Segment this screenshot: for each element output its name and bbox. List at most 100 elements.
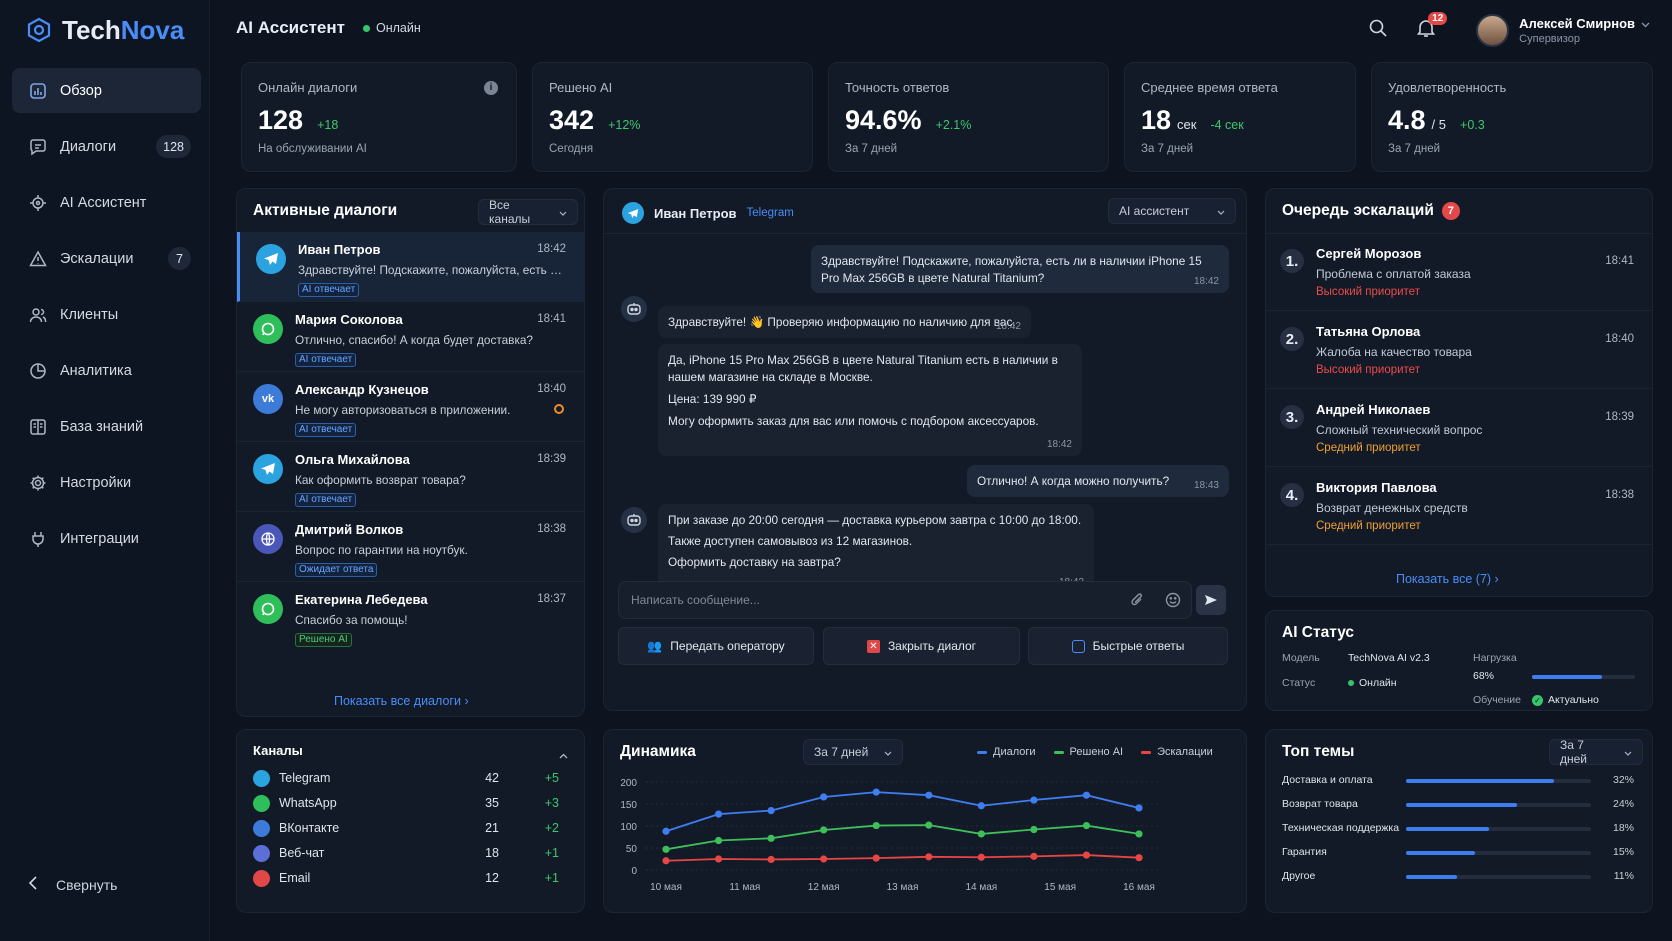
sidebar-item-clients[interactable]: Клиенты bbox=[12, 292, 201, 337]
kpi-card-response-time: Среднее время ответа 18 сек -4 сек За 7 дн… bbox=[1124, 62, 1356, 172]
topic-percent: 18% bbox=[1612, 822, 1634, 834]
channel-value: 42 bbox=[485, 771, 499, 785]
data-point bbox=[872, 854, 880, 862]
period-dropdown[interactable]: За 7 дней bbox=[1549, 738, 1643, 766]
topic-bar-fill bbox=[1406, 827, 1490, 831]
data-point bbox=[767, 834, 775, 842]
data-point bbox=[1135, 854, 1143, 862]
kpi-card-satisfaction: Удовлетворенность 4.8 / 5 +0.3 За 7 дней bbox=[1371, 62, 1653, 172]
active-dialogs-panel: Активные диалоги Все каналы Иван Петров … bbox=[236, 188, 585, 717]
dialog-item[interactable]: vk Александр Кузнецов 18:40 Не могу авто… bbox=[237, 372, 584, 442]
dialog-item[interactable]: Мария Соколова 18:41 Отлично, спасибо! А… bbox=[237, 302, 584, 372]
sidebar-item-integrations[interactable]: Интеграции bbox=[12, 516, 201, 561]
send-button[interactable] bbox=[1196, 585, 1226, 615]
notification-count-badge: 12 bbox=[1428, 12, 1448, 25]
collapse-label: Свернуть bbox=[56, 876, 118, 893]
emoji-icon[interactable] bbox=[1165, 592, 1181, 613]
dialog-item[interactable]: Иван Петров 18:42 Здравствуйте! Подскажи… bbox=[237, 232, 584, 302]
topic-name: Возврат товара bbox=[1282, 798, 1358, 810]
kpi-unit: сек bbox=[1177, 117, 1197, 132]
dialog-item[interactable]: Екатерина Лебедева 18:37 Спасибо за помо… bbox=[237, 582, 584, 652]
chat-panel: Иван Петров Telegram AI ассистент Здравс… bbox=[603, 188, 1247, 711]
channel-row[interactable]: ВКонтакте 21 +2 bbox=[253, 818, 559, 838]
sidebar-item-escalations[interactable]: Эскалации 7 bbox=[12, 236, 201, 281]
data-point bbox=[872, 788, 880, 796]
button-label: Закрыть диалог bbox=[887, 639, 977, 653]
escalation-item[interactable]: 3. Андрей Николаев Сложный технический воп… bbox=[1266, 389, 1652, 467]
sidebar-item-ai-assistant[interactable]: AI Ассистент bbox=[12, 180, 201, 225]
collapse-sidebar-button[interactable]: Свернуть bbox=[28, 876, 117, 893]
sidebar-item-knowledge-base[interactable]: База знаний bbox=[12, 404, 201, 449]
whatsapp-icon bbox=[253, 594, 283, 624]
message-text: Здравствуйте! 👋 Проверяю информацию по н… bbox=[668, 315, 1016, 329]
topic-name: Доставка и оплата bbox=[1282, 774, 1373, 786]
y-tick-label: 0 bbox=[631, 866, 637, 877]
attach-icon[interactable] bbox=[1130, 592, 1144, 613]
telegram-icon bbox=[622, 202, 644, 224]
sidebar-item-analytics[interactable]: Аналитика bbox=[12, 348, 201, 393]
load-bar-fill bbox=[1532, 675, 1603, 679]
message-input[interactable]: Написать сообщение... bbox=[618, 581, 1192, 619]
user-menu[interactable]: Алексей Смирнов Супервизор bbox=[1519, 16, 1635, 45]
data-point bbox=[820, 793, 828, 801]
escalation-desc: Жалоба на качество товара bbox=[1316, 345, 1472, 359]
chevron-down-icon[interactable] bbox=[1641, 15, 1650, 33]
close-dialog-button[interactable]: ✕ Закрыть диалог bbox=[823, 627, 1020, 665]
training-label: Обучение bbox=[1473, 694, 1522, 706]
info-icon[interactable]: i bbox=[484, 81, 498, 95]
chat-icon bbox=[28, 137, 48, 157]
topic-row: Возврат товара 24% bbox=[1282, 798, 1634, 814]
chevron-left-icon bbox=[28, 876, 38, 893]
data-point bbox=[872, 821, 880, 830]
topic-percent: 15% bbox=[1612, 846, 1634, 858]
sidebar-item-settings[interactable]: Настройки bbox=[12, 460, 201, 505]
channel-row[interactable]: Веб-чат 18 +1 bbox=[253, 843, 559, 863]
escalation-item[interactable]: 4. Виктория Павлова Возврат денежных средс… bbox=[1266, 467, 1652, 545]
dialog-name: Дмитрий Волков bbox=[295, 522, 404, 537]
bot-avatar-icon bbox=[621, 507, 647, 533]
notifications-button[interactable]: 12 bbox=[1416, 12, 1448, 43]
channel-row[interactable]: Email 12 +1 bbox=[253, 868, 559, 888]
escalation-rank: 2. bbox=[1280, 327, 1304, 351]
dialog-item[interactable]: Ольга Михайлова 18:39 Как оформить возвр… bbox=[237, 442, 584, 512]
data-point bbox=[1030, 852, 1038, 860]
escalation-time: 18:41 bbox=[1605, 255, 1634, 267]
topic-bar bbox=[1406, 803, 1591, 807]
chevron-up-icon[interactable] bbox=[559, 746, 568, 764]
sidebar-item-overview[interactable]: Обзор bbox=[12, 68, 201, 113]
escalation-item[interactable]: 1. Сергей Морозов Проблема с оплатой заказ… bbox=[1266, 233, 1652, 311]
load-label: Нагрузка bbox=[1473, 652, 1517, 664]
y-tick-label: 50 bbox=[626, 844, 638, 855]
channel-value: 12 bbox=[485, 871, 499, 885]
avatar[interactable] bbox=[1476, 14, 1510, 47]
channel-row[interactable]: Telegram 42 +5 bbox=[253, 768, 559, 788]
channel-filter-dropdown[interactable]: Все каналы bbox=[478, 198, 578, 226]
status-badge: Решено AI bbox=[295, 633, 352, 647]
show-all-escalations-link[interactable]: Показать все (7) › bbox=[1396, 572, 1499, 586]
escalation-name: Татьяна Орлова bbox=[1316, 324, 1421, 339]
channel-row[interactable]: WhatsApp 35 +3 bbox=[253, 793, 559, 813]
escalation-item[interactable]: 2. Татьяна Орлова Жалоба на качество товар… bbox=[1266, 311, 1652, 389]
show-all-dialogs-link[interactable]: Показать все диалоги › bbox=[334, 694, 469, 708]
quick-replies-button[interactable]: Быстрые ответы bbox=[1028, 627, 1228, 665]
dialog-item[interactable]: Дмитрий Волков 18:38 Вопрос по гарантии … bbox=[237, 512, 584, 582]
status-label: Статус bbox=[1282, 677, 1316, 689]
chevron-down-icon bbox=[884, 745, 892, 759]
topic-name: Гарантия bbox=[1282, 846, 1327, 858]
kpi-value: 18 bbox=[1141, 105, 1172, 135]
bot-avatar-icon bbox=[621, 296, 647, 322]
search-icon[interactable] bbox=[1368, 18, 1388, 43]
channel-delta: +1 bbox=[544, 846, 559, 860]
check-icon: ✓ bbox=[1532, 694, 1543, 706]
mode-dropdown[interactable]: AI ассистент bbox=[1108, 198, 1236, 224]
chevron-right-icon: › bbox=[464, 694, 469, 708]
sidebar-item-dialogs[interactable]: Диалоги 128 bbox=[12, 124, 201, 169]
topic-percent: 11% bbox=[1613, 870, 1634, 882]
message-text: Здравствуйте! Подскажите, пожалуйста, ес… bbox=[821, 254, 1202, 285]
panel-title-text: Очередь эскалаций bbox=[1282, 202, 1434, 219]
transfer-to-operator-button[interactable]: 👥 Передать оператору bbox=[618, 627, 814, 665]
period-dropdown[interactable]: За 7 дней bbox=[803, 739, 903, 765]
kpi-delta: +18 bbox=[317, 118, 339, 132]
logo[interactable]: TechNova bbox=[26, 14, 184, 46]
